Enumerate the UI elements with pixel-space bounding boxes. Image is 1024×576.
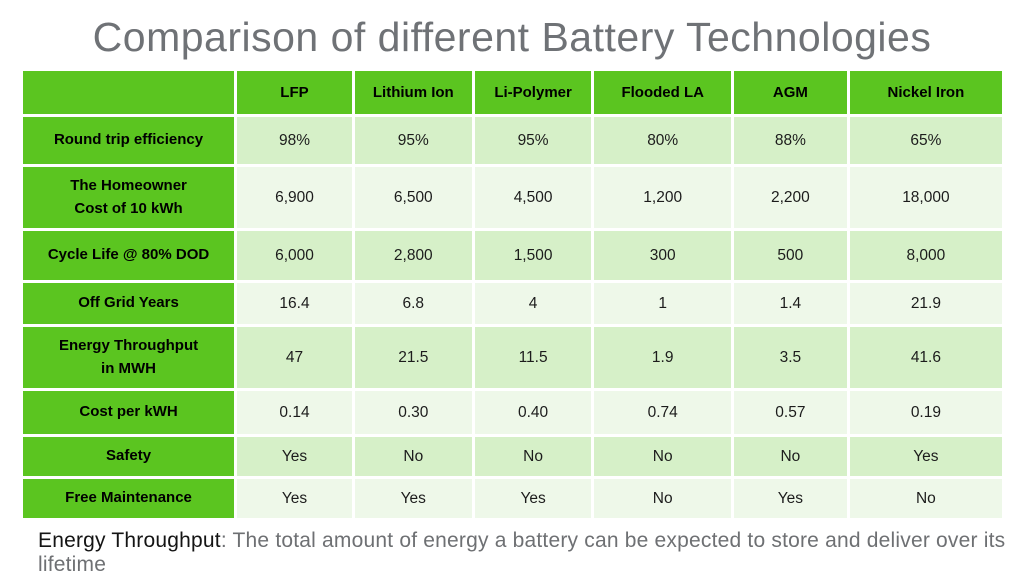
footnote: Energy Throughput: The total amount of e… bbox=[38, 529, 1024, 576]
corner-cell bbox=[19, 68, 238, 118]
table-row: Round trip efficiency 98% 95% 95% 80% 88… bbox=[19, 114, 1006, 168]
table-cell: 1 bbox=[591, 280, 734, 328]
table-cell: Yes bbox=[234, 434, 355, 480]
table-cell: 1,200 bbox=[591, 164, 734, 232]
table-cell: 8,000 bbox=[846, 228, 1006, 284]
table-row: The Homeowner Cost of 10 kWh 6,900 6,500… bbox=[19, 164, 1006, 232]
table-cell: 300 bbox=[591, 228, 734, 284]
row-label-cycle-life: Cycle Life @ 80% DOD bbox=[19, 228, 238, 284]
row-label-energy-throughput: Energy Throughput in MWH bbox=[19, 324, 238, 392]
table-cell: 1,500 bbox=[471, 228, 595, 284]
table-cell: 21.9 bbox=[846, 280, 1006, 328]
column-header-nickel-iron: Nickel Iron bbox=[846, 68, 1006, 118]
table-cell: Yes bbox=[471, 476, 595, 522]
table-cell: 6,500 bbox=[351, 164, 475, 232]
table-cell: 500 bbox=[730, 228, 850, 284]
row-label-cost-per-kwh: Cost per kWH bbox=[19, 388, 238, 438]
table-cell: 16.4 bbox=[234, 280, 355, 328]
column-header-agm: AGM bbox=[730, 68, 850, 118]
table-row: Off Grid Years 16.4 6.8 4 1 1.4 21.9 bbox=[19, 280, 1006, 328]
page-title: Comparison of different Battery Technolo… bbox=[92, 14, 932, 60]
table-cell: 1.9 bbox=[591, 324, 734, 392]
row-label-safety: Safety bbox=[19, 434, 238, 480]
row-label-off-grid-years: Off Grid Years bbox=[19, 280, 238, 328]
table-cell: 11.5 bbox=[471, 324, 595, 392]
table-cell: 95% bbox=[471, 114, 595, 168]
table-cell: 98% bbox=[234, 114, 355, 168]
table-cell: 47 bbox=[234, 324, 355, 392]
table-row: Free Maintenance Yes Yes Yes No Yes No bbox=[19, 476, 1006, 522]
table-cell: 95% bbox=[351, 114, 475, 168]
table-row: Cycle Life @ 80% DOD 6,000 2,800 1,500 3… bbox=[19, 228, 1006, 284]
table-cell: No bbox=[351, 434, 475, 480]
table-cell: 18,000 bbox=[846, 164, 1006, 232]
table-cell: 21.5 bbox=[351, 324, 475, 392]
table-cell: Yes bbox=[730, 476, 850, 522]
table-cell: 0.57 bbox=[730, 388, 850, 438]
table-cell: 2,200 bbox=[730, 164, 850, 232]
table-cell: 65% bbox=[846, 114, 1006, 168]
table-cell: Yes bbox=[351, 476, 475, 522]
table-cell: 6.8 bbox=[351, 280, 475, 328]
table-cell: 0.30 bbox=[351, 388, 475, 438]
table-cell: No bbox=[591, 434, 734, 480]
table-cell: 3.5 bbox=[730, 324, 850, 392]
table-cell: 2,800 bbox=[351, 228, 475, 284]
table-cell: 4 bbox=[471, 280, 595, 328]
table-cell: 88% bbox=[730, 114, 850, 168]
table-row: Energy Throughput in MWH 47 21.5 11.5 1.… bbox=[19, 324, 1006, 392]
table-cell: Yes bbox=[846, 434, 1006, 480]
table-cell: 0.19 bbox=[846, 388, 1006, 438]
table-cell: No bbox=[591, 476, 734, 522]
header-row: LFP Lithium Ion Li-Polymer Flooded LA AG… bbox=[19, 68, 1006, 118]
table-cell: 0.14 bbox=[234, 388, 355, 438]
column-header-li-polymer: Li-Polymer bbox=[471, 68, 595, 118]
table-cell: 41.6 bbox=[846, 324, 1006, 392]
row-label-free-maintenance: Free Maintenance bbox=[19, 476, 238, 522]
footnote-text: : The total amount of energy a battery c… bbox=[38, 529, 1006, 576]
table-cell: 6,900 bbox=[234, 164, 355, 232]
table-cell: 0.40 bbox=[471, 388, 595, 438]
table-cell: Yes bbox=[234, 476, 355, 522]
table-cell: 6,000 bbox=[234, 228, 355, 284]
table-cell: 4,500 bbox=[471, 164, 595, 232]
table-cell: No bbox=[471, 434, 595, 480]
table-cell: 0.74 bbox=[591, 388, 734, 438]
row-label-homeowner-cost: The Homeowner Cost of 10 kWh bbox=[19, 164, 238, 232]
column-header-lfp: LFP bbox=[234, 68, 355, 118]
table-cell: 1.4 bbox=[730, 280, 850, 328]
table-cell: No bbox=[730, 434, 850, 480]
table-row: Safety Yes No No No No Yes bbox=[19, 434, 1006, 480]
footnote-term: Energy Throughput bbox=[38, 529, 221, 553]
column-header-flooded-la: Flooded LA bbox=[591, 68, 734, 118]
table-cell: 80% bbox=[591, 114, 734, 168]
row-label-round-trip-efficiency: Round trip efficiency bbox=[19, 114, 238, 168]
column-header-lithium-ion: Lithium Ion bbox=[351, 68, 475, 118]
battery-comparison-table: LFP Lithium Ion Li-Polymer Flooded LA AG… bbox=[19, 68, 1006, 522]
table-cell: No bbox=[846, 476, 1006, 522]
table-row: Cost per kWH 0.14 0.30 0.40 0.74 0.57 0.… bbox=[19, 388, 1006, 438]
